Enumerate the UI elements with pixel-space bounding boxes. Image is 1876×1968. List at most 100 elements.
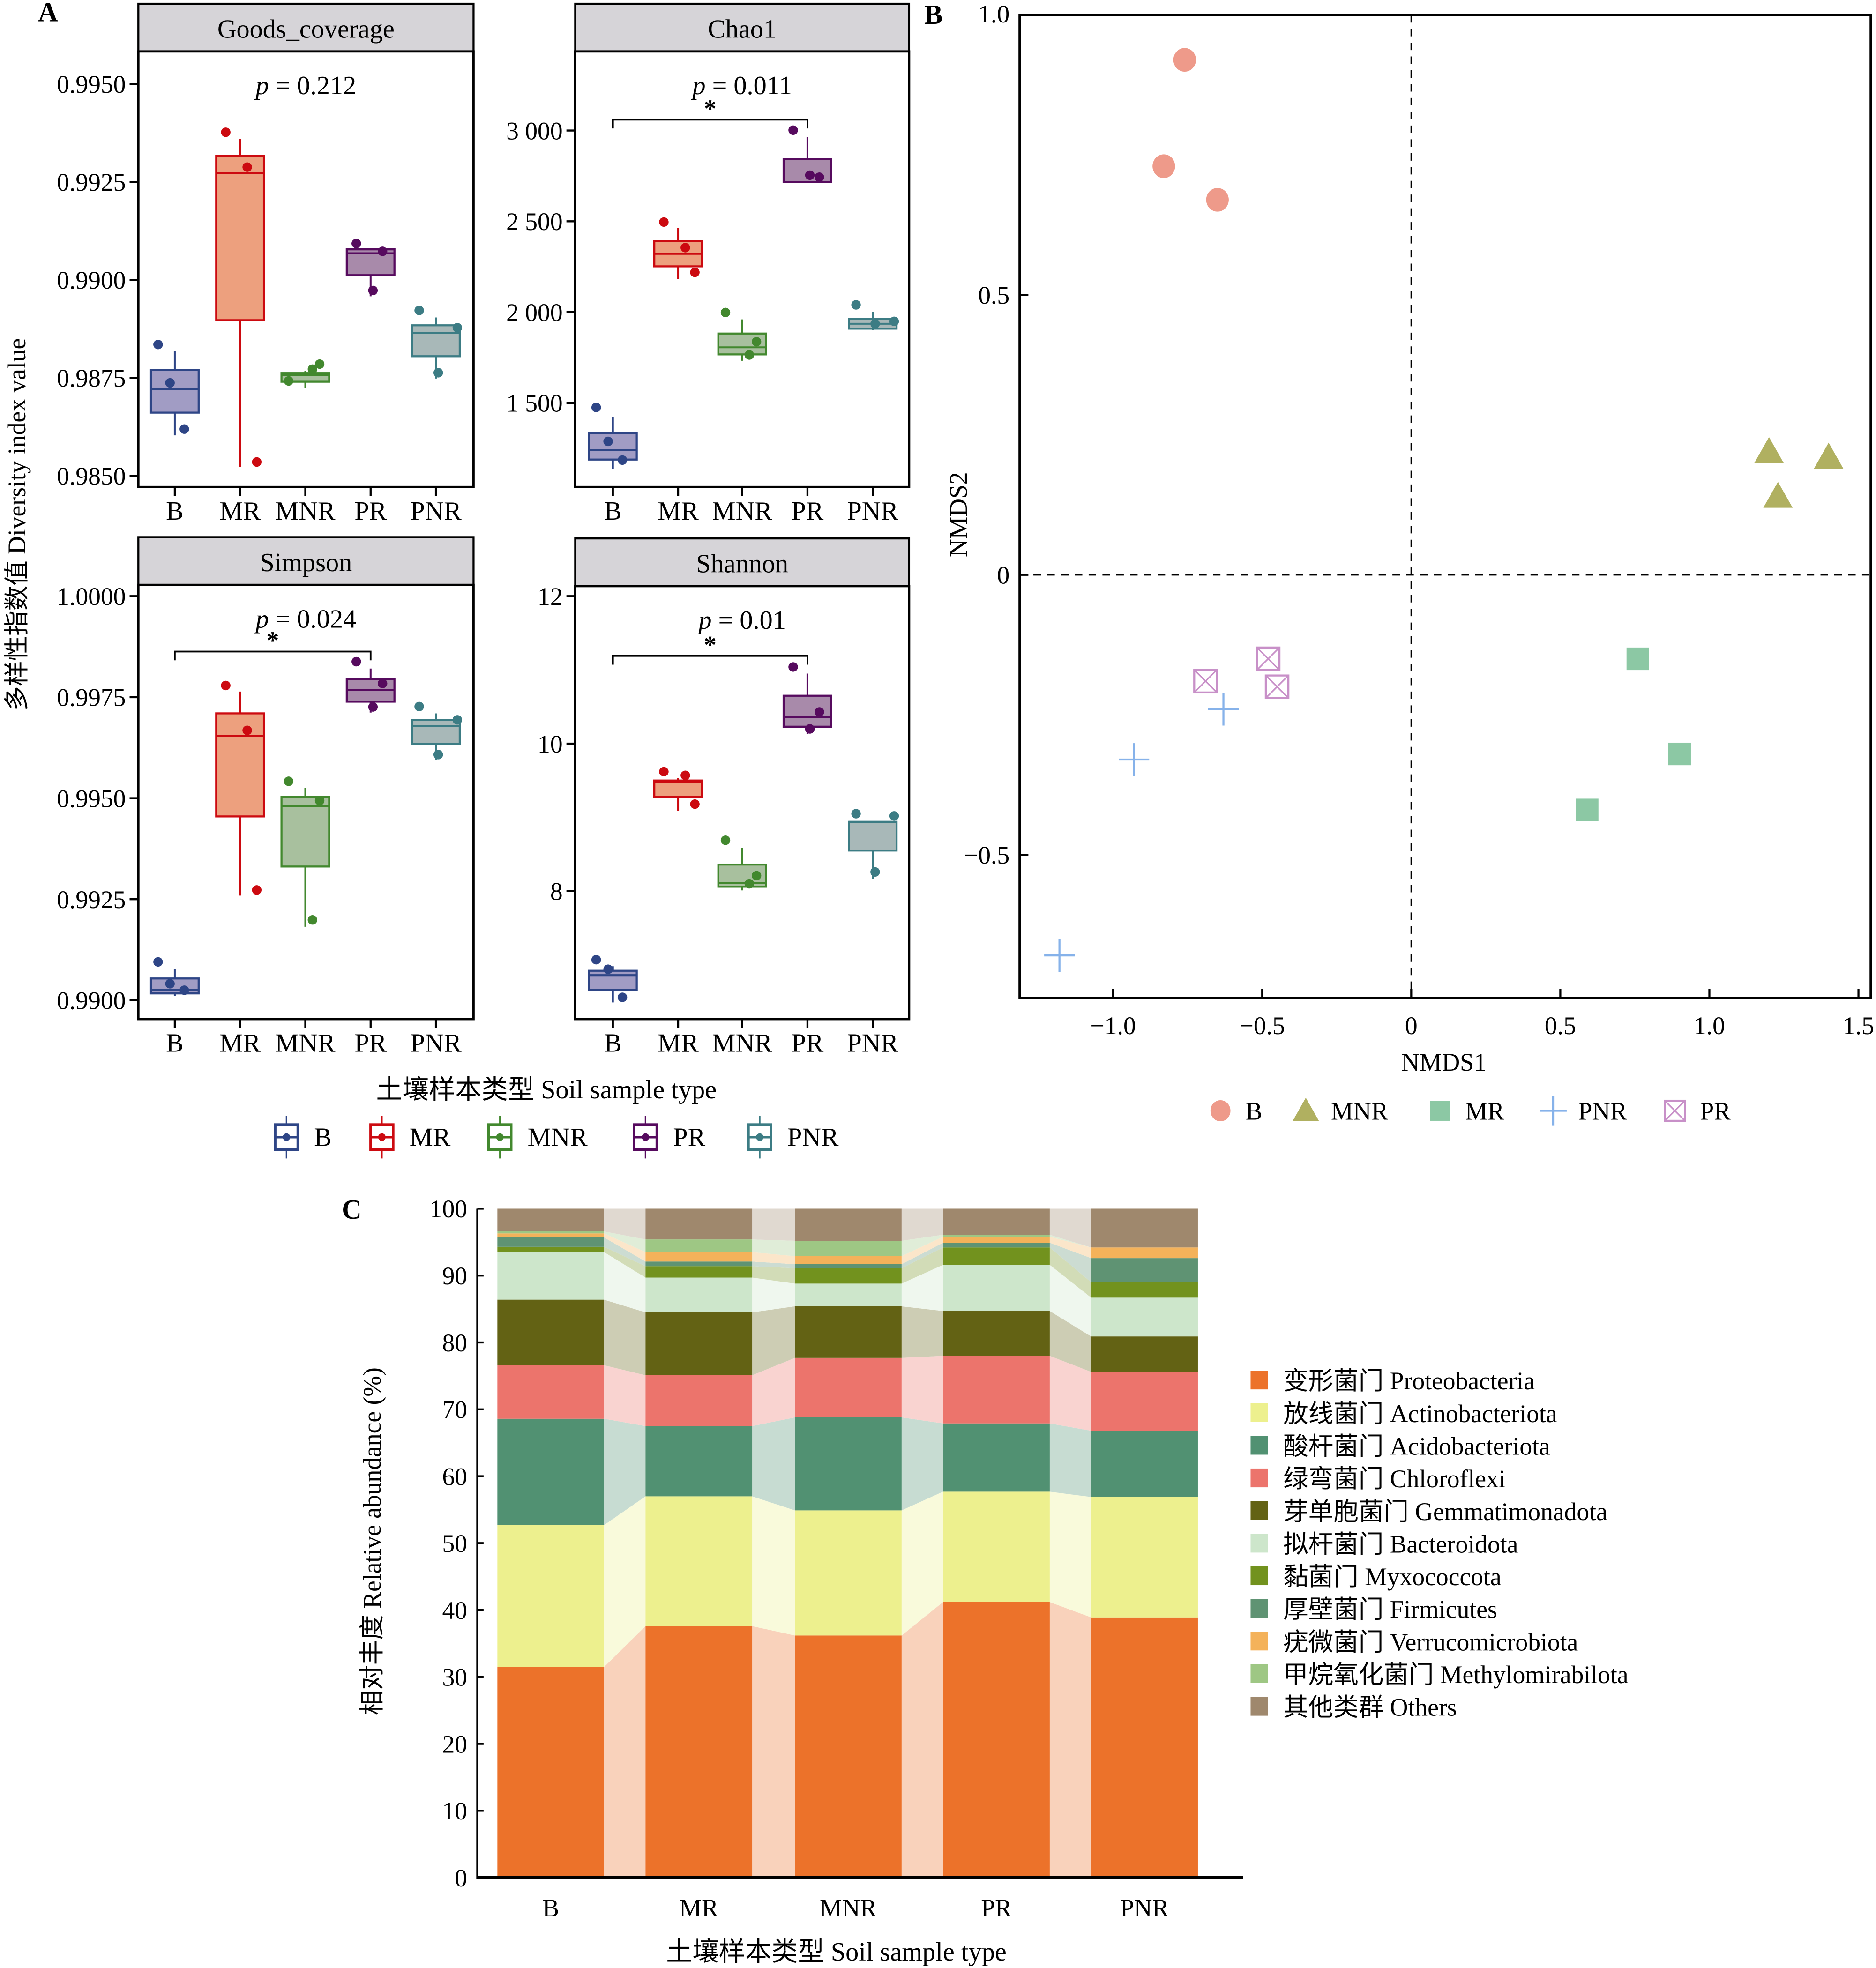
x-tick-label: MNR [712, 497, 773, 526]
x-tick-label: 0.5 [1545, 1012, 1576, 1040]
boxplot-shannon: Shannon 8 10 12 B MR MNR PR PNR p = 0.01* [538, 537, 911, 1058]
legend-label: MNR [1331, 1097, 1388, 1125]
boxx-square [1193, 669, 1218, 694]
bar-segment [943, 1356, 1050, 1424]
bar-segment [497, 1418, 604, 1525]
y-tick-label: 1 500 [506, 389, 563, 417]
box-PR [345, 239, 396, 297]
y-tick-label: 0.9900 [57, 266, 126, 294]
marker-box-x [1256, 646, 1281, 671]
marker-circle [1173, 48, 1196, 72]
legend-swatch [1250, 1371, 1268, 1390]
box [588, 432, 638, 461]
bar-segment [645, 1426, 753, 1497]
legend-swatch [1250, 1403, 1268, 1422]
legend-swatch [1250, 1534, 1268, 1553]
x-tick-label: −0.5 [1240, 1012, 1285, 1040]
flow-connector [901, 1208, 943, 1241]
x-tick-label: MR [680, 1894, 719, 1922]
facet-strip [137, 2, 475, 52]
bar-segment [497, 1208, 604, 1232]
data-point [252, 457, 262, 467]
data-point [680, 770, 690, 780]
bar-segment [1091, 1431, 1198, 1497]
bar-segment [1091, 1247, 1198, 1259]
box-B [149, 957, 200, 996]
legend-label: PNR [787, 1123, 839, 1152]
data-point [307, 915, 317, 925]
flow-connector [1049, 1423, 1091, 1497]
bar-segment [943, 1491, 1050, 1602]
flow-connector [604, 1299, 646, 1375]
y-tick-label: −0.5 [964, 841, 1009, 869]
flow-connector [1049, 1491, 1091, 1618]
data-point [603, 964, 613, 974]
data-point [221, 127, 231, 137]
marker-box-x [1664, 1099, 1686, 1122]
y-tick-label: 10 [442, 1797, 467, 1825]
facet-title: Chao1 [708, 15, 777, 44]
significance-bracket [612, 655, 808, 665]
bar-segment [645, 1496, 753, 1626]
boxx-square [1256, 646, 1281, 671]
legend-label: 甲烷氧化菌门 Methylomirabilota [1283, 1661, 1629, 1689]
series-6 [497, 1246, 1198, 1298]
box [588, 969, 638, 991]
data-point [165, 979, 175, 989]
p-symbol: p [696, 606, 718, 635]
flow-connector [901, 1417, 943, 1511]
data-point [815, 707, 824, 717]
data-point [815, 172, 824, 182]
data-point [414, 306, 424, 315]
p-symbol: p [690, 71, 712, 100]
legend-label: 黏菌门 Myxococcota [1283, 1563, 1502, 1591]
data-point [744, 879, 755, 889]
bar-segment [1091, 1282, 1198, 1298]
legend-label: 芽单胞菌门 Gemmatimonadota [1283, 1498, 1607, 1526]
box [149, 369, 200, 414]
panel-b-ylabel: NMDS2 [944, 472, 972, 557]
bar-segment [795, 1264, 902, 1268]
x-tick-label: MR [658, 497, 699, 526]
panel-c-legend: 变形菌门 Proteobacteria 放线菌门 Actinobacteriota… [1250, 1367, 1629, 1722]
series-5 [497, 1252, 1198, 1337]
p-symbol: p [254, 71, 276, 100]
data-point [720, 307, 731, 318]
y-tick-label: 10 [538, 730, 563, 758]
data-point [414, 701, 424, 711]
flow-connector [901, 1235, 943, 1256]
flow-connector [604, 1237, 646, 1267]
flow-connector [604, 1252, 646, 1312]
panel-label-b: B [924, 0, 942, 30]
x-tick-label: B [604, 497, 622, 526]
legend-label: 酸杆菌门 Acidobacteriota [1283, 1432, 1550, 1460]
box-PR [345, 656, 396, 713]
flow-connector [752, 1417, 795, 1511]
panel-b-legend: B MNR MR PNR PR [1210, 1096, 1731, 1126]
panel-b-xlabel: NMDS1 [1401, 1048, 1487, 1076]
y-tick-label: 8 [550, 878, 563, 906]
boxx-cross [1265, 675, 1289, 699]
series-8 [497, 1233, 1198, 1264]
p-value: = 0.024 [276, 604, 356, 634]
marker-circle [1152, 154, 1175, 179]
data-point [179, 985, 189, 995]
legend-label: MR [1465, 1097, 1505, 1125]
marker-triangle [1763, 482, 1793, 508]
data-point [351, 656, 361, 667]
bar-segment [795, 1510, 902, 1636]
data-point [680, 243, 690, 253]
data-point [368, 702, 378, 712]
bar-segment [943, 1423, 1050, 1492]
data-point [603, 436, 613, 447]
box-MNR [717, 835, 767, 891]
marker-triangle [1293, 1097, 1319, 1121]
flow-connector [1049, 1247, 1091, 1298]
plot-frame [1018, 14, 1872, 999]
y-tick-label: 0.9925 [57, 886, 126, 914]
flow-connector [901, 1243, 943, 1268]
series-MR [1576, 647, 1691, 821]
y-tick-label: 2 000 [506, 298, 563, 327]
legend-label: MNR [528, 1123, 588, 1152]
x-tick-label: MR [219, 1029, 261, 1058]
